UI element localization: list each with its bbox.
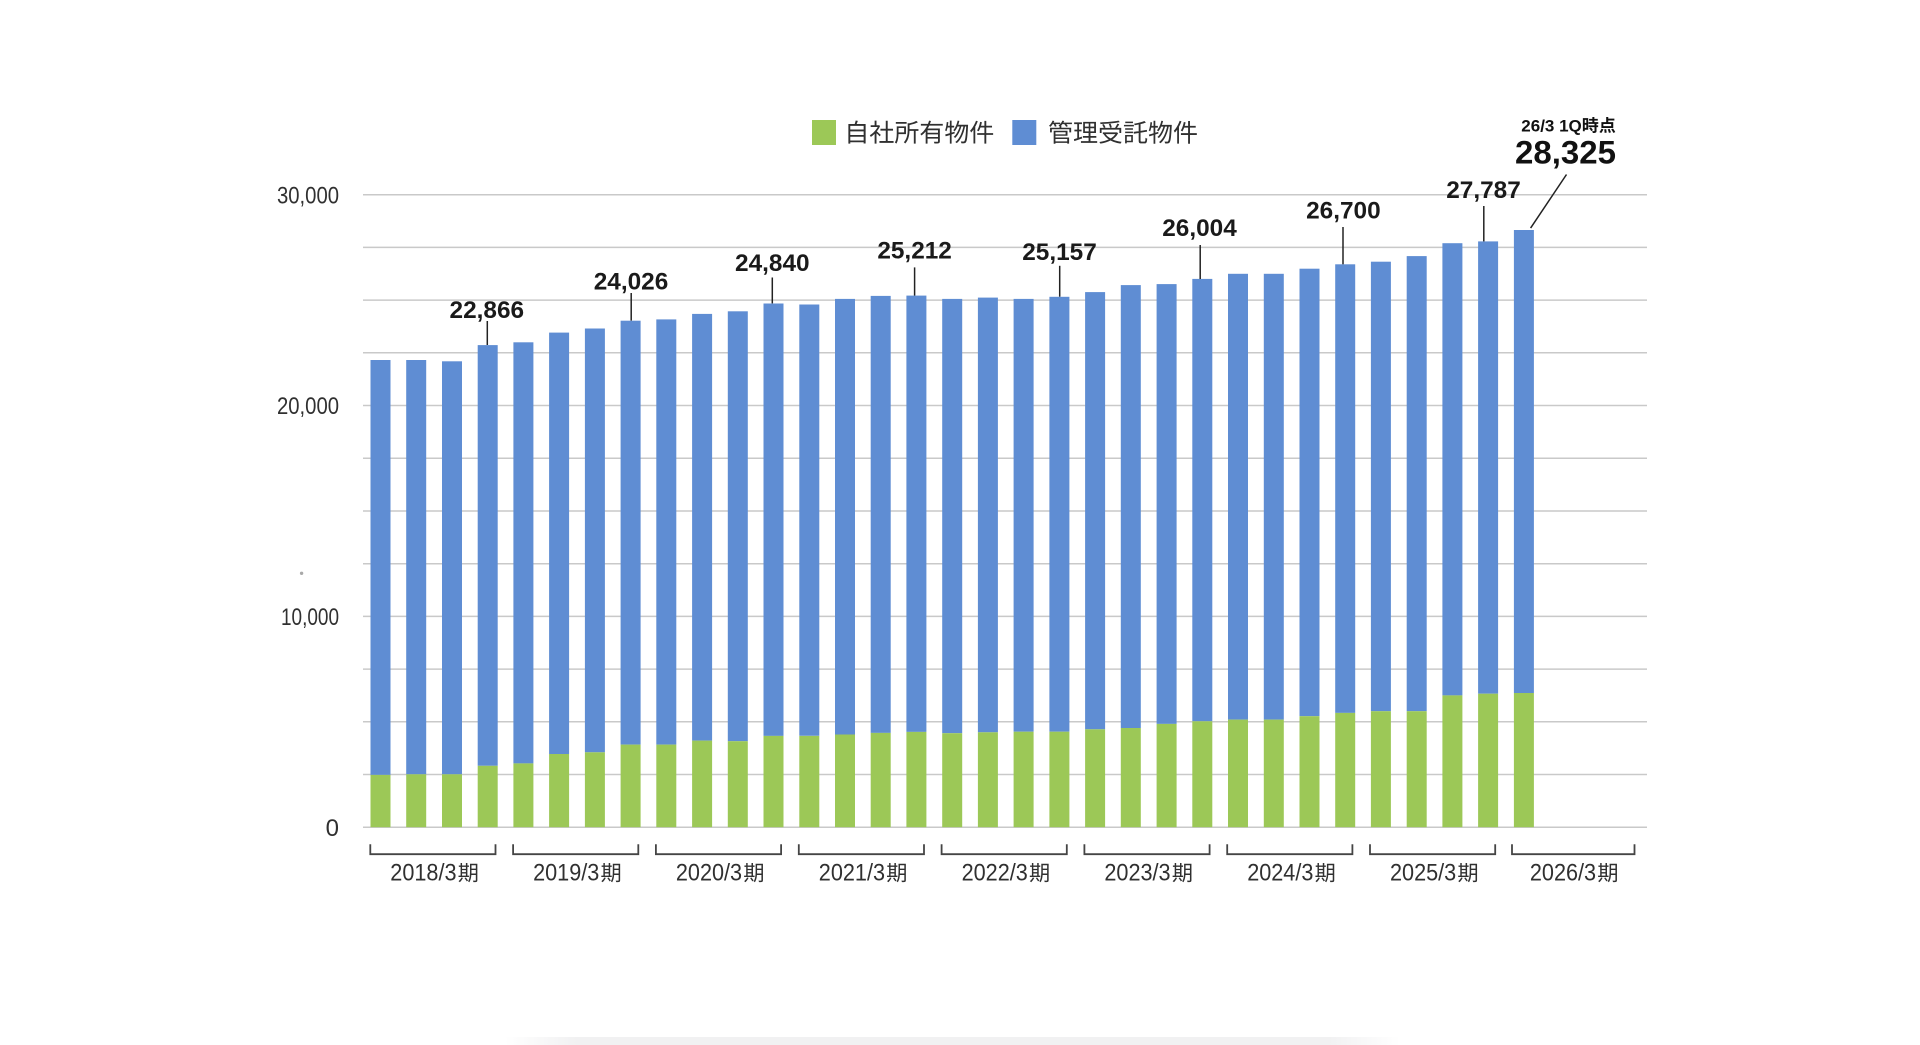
svg-text:26,700: 26,700 xyxy=(1306,198,1381,225)
svg-text:24,026: 24,026 xyxy=(594,269,669,296)
svg-text:22,866: 22,866 xyxy=(450,297,525,324)
svg-text:2019/3: 2019/3 xyxy=(533,859,599,886)
svg-text:26/3 1Q: 26/3 1Q xyxy=(1521,117,1582,136)
svg-text:2020/3: 2020/3 xyxy=(676,859,742,886)
svg-text:30,000: 30,000 xyxy=(277,182,339,209)
svg-text:2021/3: 2021/3 xyxy=(819,859,885,886)
svg-text:10,000: 10,000 xyxy=(281,604,339,631)
svg-text:2022/3: 2022/3 xyxy=(962,859,1028,886)
svg-text:25,212: 25,212 xyxy=(877,238,952,265)
svg-text:25,157: 25,157 xyxy=(1022,239,1097,266)
svg-text:2023/3: 2023/3 xyxy=(1104,859,1170,886)
svg-text:2026/3: 2026/3 xyxy=(1530,859,1596,886)
svg-text:26,004: 26,004 xyxy=(1162,215,1237,242)
svg-text:2018/3: 2018/3 xyxy=(390,859,456,886)
svg-text:27,787: 27,787 xyxy=(1446,177,1521,204)
svg-text:2025/3: 2025/3 xyxy=(1390,859,1456,886)
svg-text:20,000: 20,000 xyxy=(277,393,339,420)
svg-text:0: 0 xyxy=(326,815,339,842)
svg-text:28,325: 28,325 xyxy=(1515,135,1616,171)
svg-text:2024/3: 2024/3 xyxy=(1247,859,1313,886)
svg-text:24,840: 24,840 xyxy=(735,250,810,277)
